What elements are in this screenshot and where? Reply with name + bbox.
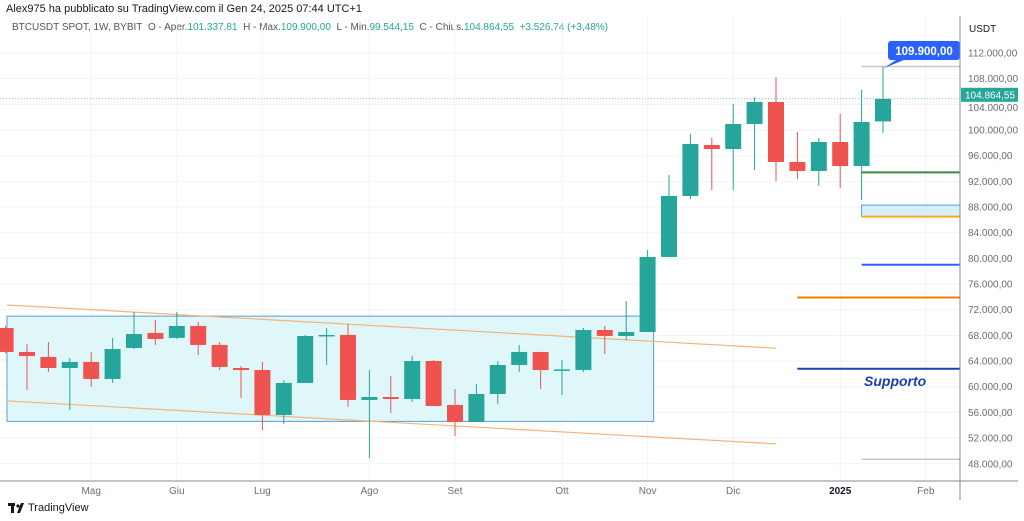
brand-name: TradingView [28, 502, 89, 514]
channel-lower-line [6, 400, 777, 445]
candle-down [0, 328, 14, 352]
x-tick-label: Dic [726, 486, 740, 497]
x-tick-label: Lug [254, 486, 271, 497]
y-tick-label: 64.000,00 [968, 357, 1013, 368]
open-value: 101.337,81 [187, 22, 238, 33]
candle-down [596, 330, 613, 336]
candle-up [575, 330, 592, 370]
candle-up [361, 397, 378, 400]
support-label: Supporto [864, 373, 927, 389]
y-tick-label: 48.000,00 [968, 459, 1013, 470]
candle-up [511, 351, 528, 365]
candle-up [104, 348, 121, 379]
last-price-badge [961, 87, 1018, 102]
candle-down [83, 361, 100, 379]
high-value: 109.900,00 [280, 22, 331, 33]
high-callout-pointer [884, 60, 904, 68]
range-box [6, 315, 655, 422]
close-label: C - Chius. [419, 22, 464, 33]
candle-up [61, 361, 78, 368]
candle-up [682, 144, 699, 196]
level-zone [861, 204, 961, 218]
low-label: L - Min. [336, 22, 370, 33]
high-callout [888, 41, 960, 60]
candle-down [447, 404, 463, 422]
candle-down [233, 367, 249, 370]
candle-down [532, 351, 549, 370]
candle-down [768, 101, 784, 162]
high-callout-label: 109.900,00 [895, 46, 953, 58]
candle-up [853, 121, 870, 167]
candle-up [168, 325, 185, 338]
tradingview-logo[interactable]: TradingView [8, 502, 89, 514]
y-tick-label: 60.000,00 [968, 382, 1013, 393]
symbol[interactable]: BTCUSDT SPOT, 1W, BYBIT [12, 22, 143, 33]
candle-down [382, 397, 399, 399]
candle-down [425, 360, 442, 406]
candle-down [254, 369, 271, 415]
x-tick-label: Nov [639, 486, 657, 497]
candle-down [19, 351, 35, 356]
y-tick-label: 100.000,00 [968, 126, 1018, 137]
candle-down [703, 144, 720, 150]
candle-down [211, 344, 228, 367]
candle-up [725, 123, 742, 150]
currency-label: USDT [969, 24, 996, 35]
x-tick-label: Giu [169, 486, 185, 497]
candle-up [275, 382, 292, 415]
x-tick-label: Set [447, 486, 462, 497]
candle-up [875, 98, 891, 122]
candle-down [147, 332, 164, 339]
y-tick-label: 68.000,00 [968, 331, 1013, 342]
low-value: 99.544,15 [369, 22, 414, 33]
x-tick-label: Ott [555, 486, 569, 497]
y-tick-label: 92.000,00 [968, 177, 1013, 188]
x-tick-label: Feb [917, 486, 935, 497]
candle-up [746, 101, 763, 124]
last-price-label: 104.864,55 [965, 90, 1015, 101]
candle-up [810, 142, 827, 171]
y-tick-label: 56.000,00 [968, 408, 1013, 419]
candle-down [789, 161, 806, 171]
y-tick-label: 84.000,00 [968, 228, 1013, 239]
y-tick-label: 72.000,00 [968, 305, 1013, 316]
y-tick-label: 52.000,00 [968, 434, 1013, 445]
candle-down [340, 334, 356, 400]
y-tick-label: 112.000,00 [968, 49, 1018, 60]
candle-up [404, 360, 421, 399]
open-label: O - Aper. [147, 22, 188, 33]
tradingview-icon [8, 503, 24, 513]
candle-up [468, 393, 485, 422]
candle-up [618, 331, 635, 336]
candle-down [190, 325, 207, 345]
ohlc-legend: BTCUSDT SPOT, 1W, BYBIT O - Aper.101.337… [12, 22, 608, 33]
candle-up [639, 256, 656, 332]
candle-up [554, 369, 570, 371]
y-tick-label: 88.000,00 [968, 203, 1013, 214]
change-value: +3.526,74 (+3,48%) [519, 22, 608, 33]
channel-upper-line [6, 304, 777, 349]
candle-up [318, 334, 335, 337]
x-tick-label: Mag [81, 486, 100, 497]
y-tick-label: 108.000,00 [968, 74, 1018, 85]
y-tick-label: 96.000,00 [968, 151, 1013, 162]
y-tick-label: 80.000,00 [968, 254, 1013, 265]
x-tick-label: 2025 [829, 486, 852, 497]
candle-up [297, 335, 314, 383]
x-tick-label: Ago [361, 486, 379, 497]
y-tick-label: 104.000,00 [968, 103, 1018, 114]
candle-up [661, 195, 677, 257]
candle-down [40, 356, 57, 368]
candle-up [126, 333, 142, 348]
y-tick-label: 76.000,00 [968, 280, 1013, 291]
candle-down [832, 142, 849, 167]
close-value: 104.864,55 [463, 22, 515, 33]
publish-info: Alex975 ha pubblicato su TradingView.com… [6, 3, 362, 15]
candle-up [489, 364, 506, 394]
